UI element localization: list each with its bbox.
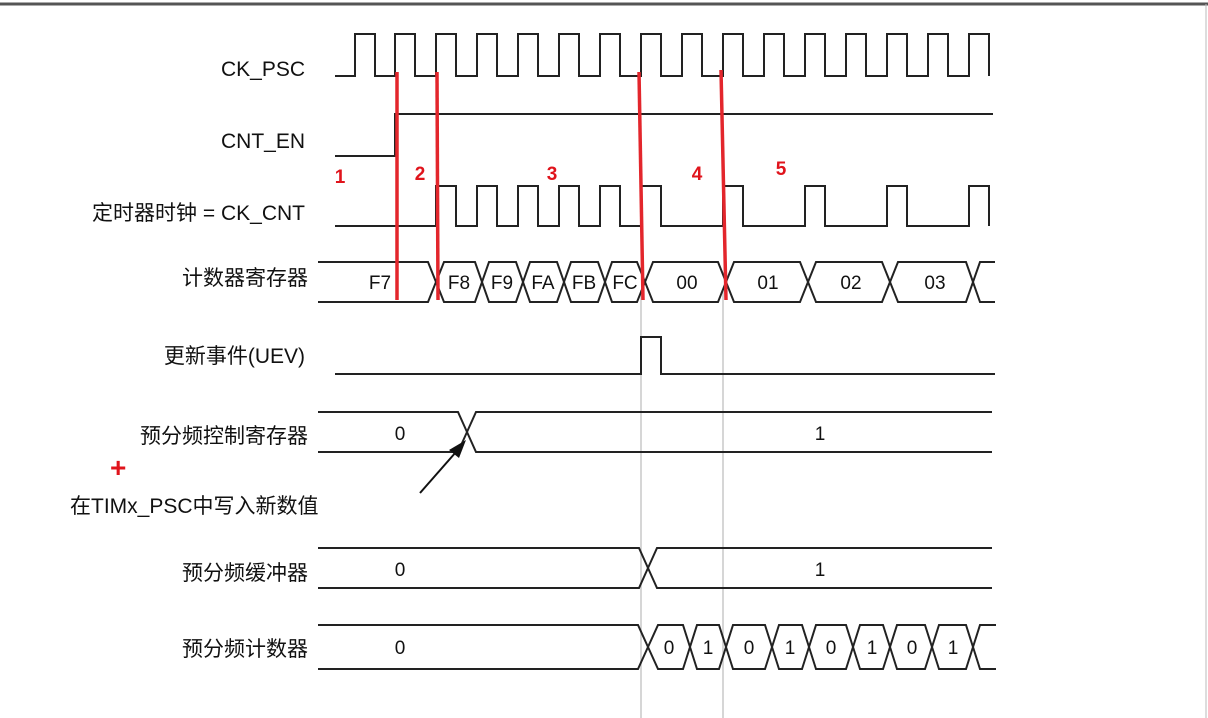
label-cnt-en: CNT_EN bbox=[221, 130, 305, 153]
label-prescaler-control-register: 预分频控制寄存器 bbox=[140, 425, 308, 448]
label-counter-register: 计数器寄存器 bbox=[182, 267, 308, 290]
counter-register-bus bbox=[318, 261, 995, 303]
prescaler-counter-value-4: 0 bbox=[744, 638, 755, 659]
red-separator-3 bbox=[637, 71, 645, 301]
prescaler-counter-bus bbox=[318, 624, 996, 670]
ck-cnt-waveform bbox=[335, 185, 990, 227]
prescaler-counter-value-8: 0 bbox=[907, 638, 918, 659]
label-prescaler-counter: 预分频计数器 bbox=[182, 638, 308, 661]
phase-marker-5: 5 bbox=[776, 159, 787, 180]
red-separator-2 bbox=[435, 71, 440, 301]
phase-marker-3: 3 bbox=[547, 164, 558, 185]
prescaler-counter-value-1: 0 bbox=[395, 638, 406, 659]
counter-value-fb: FB bbox=[572, 273, 596, 294]
prescaler-control-value-0: 0 bbox=[395, 424, 406, 445]
red-separator-4 bbox=[719, 69, 728, 301]
label-ck-psc: CK_PSC bbox=[221, 58, 305, 81]
counter-value-f7: F7 bbox=[369, 273, 391, 294]
counter-value-fa: FA bbox=[531, 273, 555, 294]
prescaler-buffer-bus bbox=[318, 547, 992, 589]
prescaler-buffer-value-1: 1 bbox=[815, 560, 826, 581]
write-arrow-line bbox=[419, 451, 457, 494]
counter-value-00: 00 bbox=[676, 273, 697, 294]
prescaler-counter-value-2: 0 bbox=[664, 638, 675, 659]
prescaler-control-value-1: 1 bbox=[815, 424, 826, 445]
prescaler-buffer-value-0: 0 bbox=[395, 560, 406, 581]
phase-marker-4: 4 bbox=[692, 164, 703, 185]
prescaler-counter-value-3: 1 bbox=[703, 638, 714, 659]
prescaler-control-bus bbox=[318, 411, 992, 453]
plus-sign: + bbox=[110, 452, 126, 483]
prescaler-counter-value-9: 1 bbox=[948, 638, 959, 659]
label-timer-clock: 定时器时钟 = CK_CNT bbox=[92, 202, 305, 225]
prescaler-counter-value-7: 1 bbox=[867, 638, 878, 659]
ck-psc-waveform bbox=[335, 33, 990, 77]
prescaler-counter-value-6: 0 bbox=[826, 638, 837, 659]
write-arrow-head bbox=[449, 440, 466, 458]
counter-value-f8: F8 bbox=[448, 273, 470, 294]
counter-value-fc: FC bbox=[612, 273, 637, 294]
label-write-new-value: 在TIMx_PSC中写入新数值 bbox=[70, 495, 319, 518]
update-event-waveform bbox=[335, 336, 995, 375]
cnt-en-waveform bbox=[335, 113, 993, 157]
counter-value-01: 01 bbox=[757, 273, 778, 294]
label-update-event: 更新事件(UEV) bbox=[164, 345, 305, 368]
counter-value-03: 03 bbox=[924, 273, 945, 294]
counter-value-02: 02 bbox=[840, 273, 861, 294]
prescaler-counter-value-5: 1 bbox=[785, 638, 796, 659]
label-prescaler-buffer: 预分频缓冲器 bbox=[182, 562, 308, 585]
phase-marker-2: 2 bbox=[415, 164, 426, 185]
counter-value-f9: F9 bbox=[491, 273, 513, 294]
phase-marker-1: 1 bbox=[335, 167, 346, 188]
